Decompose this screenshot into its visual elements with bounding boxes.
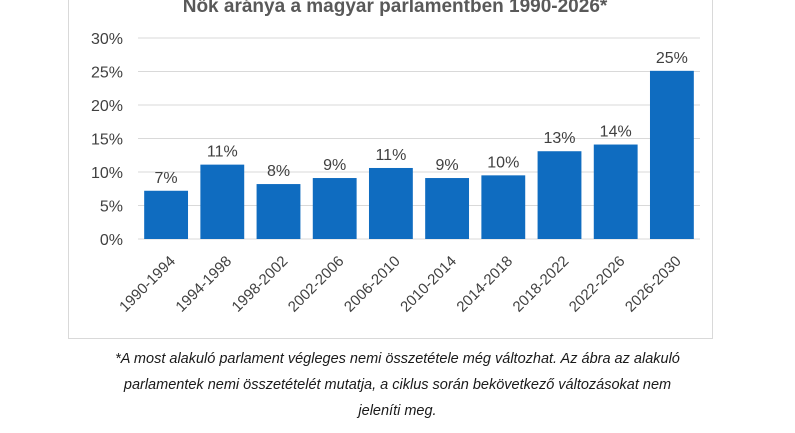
x-tick-label: 1998-2002 (229, 253, 292, 316)
data-label: 13% (543, 130, 575, 147)
bar (368, 167, 413, 239)
y-tick-label: 30% (91, 31, 123, 48)
bar (649, 70, 694, 239)
x-tick-label: 2022-2026 (566, 253, 629, 316)
x-tick-label: 2026-2030 (622, 253, 685, 316)
footnote-line-2: parlamentek nemi összetételét mutatja, a… (123, 377, 672, 393)
data-label: 14% (600, 124, 632, 141)
footnote-line-3: jeleníti meg. (358, 403, 437, 419)
bar (425, 178, 470, 239)
data-labels: 7% 11% 8% 9% 11% 9% 10% 13% 14% 25% (155, 50, 688, 187)
footnote-line-1: *A most alakuló parlament végleges nemi … (115, 351, 680, 367)
bar (200, 164, 245, 239)
x-tick-label: 2014-2018 (453, 253, 516, 316)
data-label: 10% (487, 154, 519, 171)
x-tick-label: 2010-2014 (397, 253, 460, 316)
x-tick-label: 2006-2010 (341, 253, 404, 316)
data-label: 25% (656, 50, 688, 67)
y-tick-label: 10% (91, 165, 123, 182)
x-tick-label: 2018-2022 (510, 253, 573, 316)
bar (312, 178, 357, 239)
bars (144, 70, 694, 239)
data-label: 7% (155, 170, 178, 187)
y-tick-label: 15% (91, 132, 123, 149)
bar (481, 175, 526, 239)
data-label: 9% (323, 157, 346, 174)
data-label: 8% (267, 163, 290, 180)
bar (256, 184, 301, 239)
data-label: 11% (207, 144, 238, 161)
bar-chart: Nők aránya a magyar parlamentben 1990-20… (91, 0, 700, 316)
x-tick-label: 1994-1998 (172, 253, 235, 316)
x-axis-ticks: 1990-19941994-19981998-20022002-20062006… (116, 253, 685, 316)
y-tick-label: 5% (100, 199, 123, 216)
y-tick-label: 25% (91, 65, 123, 82)
y-axis-ticks: 0% 5% 10% 15% 20% 25% 30% (91, 31, 123, 249)
data-label: 11% (375, 147, 406, 164)
x-tick-label: 1990-1994 (116, 253, 179, 316)
footnote: *A most alakuló parlament végleges nemi … (40, 346, 755, 424)
data-label: 9% (436, 157, 459, 174)
bar (144, 190, 189, 239)
bar (593, 144, 638, 239)
x-tick-label: 2002-2006 (285, 253, 348, 316)
y-tick-label: 20% (91, 98, 123, 115)
chart-title: Nők aránya a magyar parlamentben 1990-20… (183, 0, 608, 17)
bar (537, 151, 582, 239)
y-tick-label: 0% (100, 232, 123, 249)
